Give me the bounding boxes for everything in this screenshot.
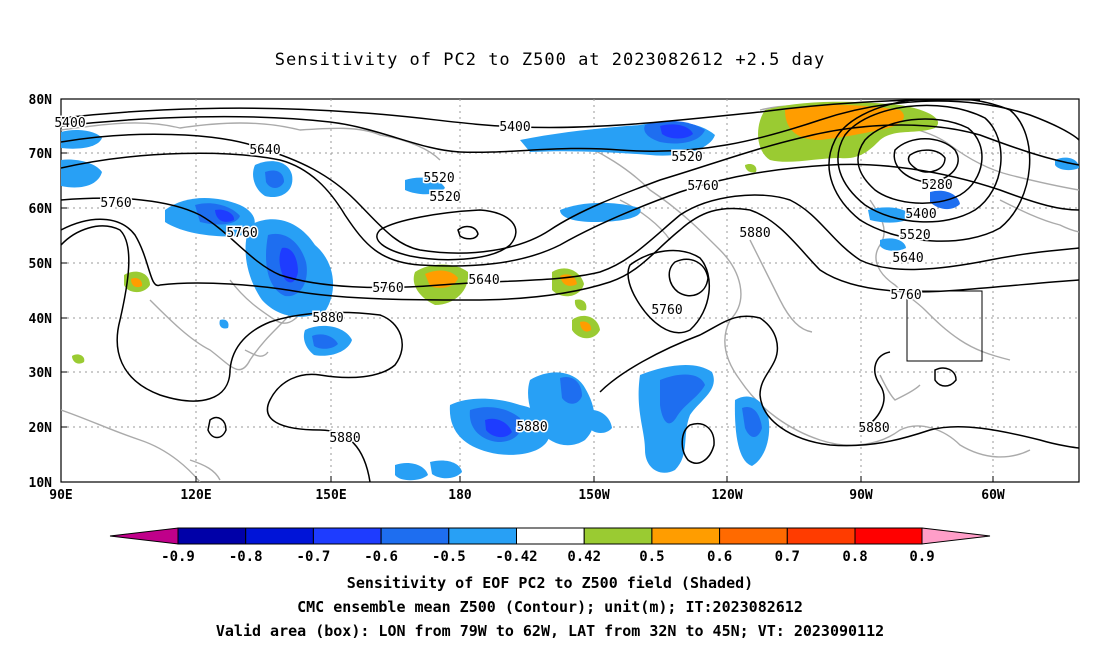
lon-tick-label: 180 [448,488,472,503]
colorbar-swatch [516,527,585,545]
colorbar-label: 0.7 [775,549,800,565]
lat-tick-label: 50N [29,257,53,272]
contour-label: 5880 [858,421,889,436]
colorbar: -0.9 -0.8 -0.7 -0.6 -0.5 -0.42 0.42 0.5 … [109,527,991,565]
colorbar-low-triangle [109,527,179,545]
lat-tick-label: 40N [29,312,53,327]
z500-contours [61,99,1079,482]
lon-tick-label: 90W [849,488,873,503]
contour-label: 5880 [329,431,360,446]
caption-contour: CMC ensemble mean Z500 (Contour); unit(m… [297,598,803,616]
colorbar-label: -0.7 [297,549,331,565]
lat-tick-label: 20N [29,421,53,436]
sensitivity-shading [61,101,1079,481]
contour-label: 5880 [739,226,770,241]
colorbar-label: 0.9 [909,549,934,565]
colorbar-swatch [651,527,721,545]
lon-tick-label: 150E [315,488,346,503]
lat-tick-label: 80N [29,93,53,108]
contour-label: 5760 [226,226,257,241]
colorbar-label: -0.8 [229,549,263,565]
caption-shading: Sensitivity of EOF PC2 to Z500 field (Sh… [346,574,754,592]
lon-tick-label: 90E [49,488,72,503]
colorbar-swatch [719,527,788,545]
colorbar-swatch [312,527,382,545]
lon-tick-label: 150W [578,488,609,503]
contour-label: 5520 [429,190,460,205]
colorbar-swatch [245,527,314,545]
colorbar-swatch [583,527,653,545]
colorbar-label: 0.5 [639,549,664,565]
colorbar-swatch [786,527,856,545]
map-title: Sensitivity of PC2 to Z500 at 2023082612… [274,50,826,70]
lat-tick-label: 60N [29,202,53,217]
contour-label: 5760 [651,303,682,318]
colorbar-label: 0.42 [567,549,601,565]
colorbar-swatch [380,527,450,545]
colorbar-swatch [448,527,517,545]
colorbar-label: 0.8 [842,549,867,565]
lat-tick-label: 30N [29,366,53,381]
caption-valid-area: Valid area (box): LON from 79W to 62W, L… [215,622,885,640]
lat-tick-label: 10N [29,476,53,491]
contour-label: 5760 [890,288,921,303]
contour-label: 5640 [249,143,280,158]
contour-label: 5640 [892,251,923,266]
valid-area-box [906,290,983,362]
contour-label: 5520 [423,171,454,186]
colorbar-swatch [177,527,247,545]
lon-tick-label: 120W [711,488,742,503]
colorbar-high-triangle [921,527,991,545]
colorbar-label: -0.9 [161,549,195,565]
colorbar-label: -0.6 [364,549,398,565]
contour-label: 5880 [312,311,343,326]
contour-label: 5760 [100,196,131,211]
lat-tick-label: 70N [29,147,53,162]
map-plot: 5400 5640 5520 5520 5760 5760 5640 5760 … [29,93,1080,503]
contour-label: 5640 [468,273,499,288]
lon-tick-label: 60W [981,488,1005,503]
colorbar-label: -0.42 [495,549,537,565]
contour-label: 5400 [905,207,936,222]
contour-label: 5400 [499,120,530,135]
contour-label: 5760 [687,179,718,194]
contour-label: 5520 [899,228,930,243]
contour-label: 5880 [516,420,547,435]
contour-label: 5520 [671,150,702,165]
contour-label: 5400 [54,116,85,131]
colorbar-label: 0.6 [707,549,732,565]
lon-tick-label: 120E [180,488,211,503]
contour-label: 5280 [921,178,952,193]
colorbar-label: -0.5 [432,549,466,565]
contour-label: 5760 [372,281,403,296]
colorbar-swatch [854,527,923,545]
